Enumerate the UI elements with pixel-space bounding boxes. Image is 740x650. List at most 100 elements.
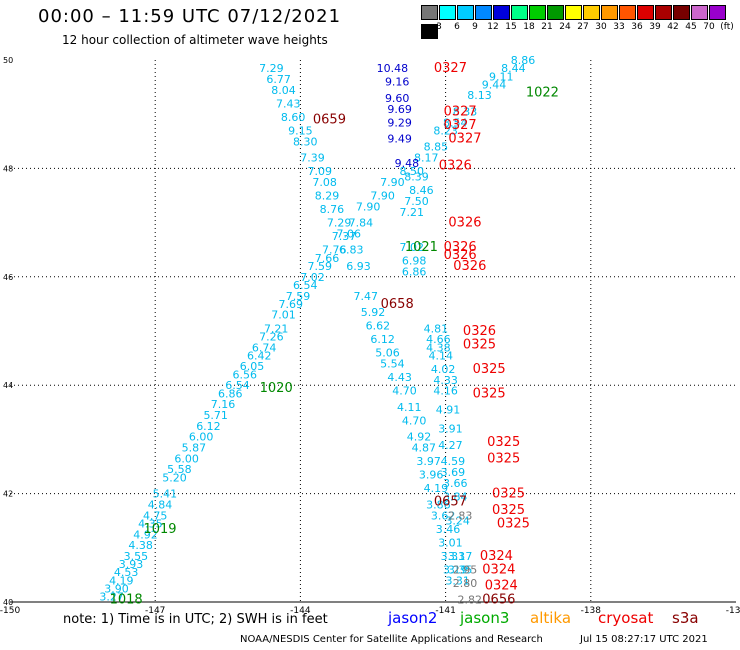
data-point-jason2-b: 3.35 [448, 563, 473, 576]
data-point-jason2: 8.54 [443, 116, 468, 129]
y-tick-label: 50 [3, 56, 13, 65]
data-point-jason2: 6.12 [196, 420, 221, 433]
color-swatch [457, 5, 474, 20]
color-swatch [421, 24, 438, 39]
color-swatch [583, 5, 600, 20]
data-point-jason2: 3.86 [426, 498, 451, 511]
data-point-cryosat: 0325 [492, 487, 525, 502]
data-point-cryosat: 0325 [487, 435, 520, 450]
data-point-jason2-b: 3.66 [443, 477, 468, 490]
color-swatch [529, 5, 546, 20]
data-point-jason2-b: 4.38 [426, 341, 451, 354]
data-point-jason2: 6.00 [174, 452, 199, 465]
data-point-jason2: 3.55 [124, 550, 149, 563]
data-point-jason2: 4.92 [133, 528, 158, 541]
data-point-jason2: 6.77 [266, 73, 291, 86]
legend-altika: altika [530, 609, 572, 627]
data-point-jason2: 3.19 [443, 563, 468, 576]
data-point-jason2: 7.84 [349, 217, 374, 230]
data-point-jason2: 3.31 [445, 574, 470, 587]
data-point-s3a: 0659 [313, 113, 346, 128]
data-point-jason2: 3.90 [104, 582, 129, 595]
color-swatch [655, 5, 672, 20]
data-point-jason2-b: 3.24 [445, 515, 470, 528]
color-swatch [493, 5, 510, 20]
color-scale-label: 15 [505, 22, 517, 32]
data-point-altika: 2.82 [458, 593, 483, 606]
data-point-jason2: 7.69 [278, 298, 303, 311]
data-point-jason2: 5.41 [153, 488, 178, 501]
color-scale-label: 30 [595, 22, 607, 32]
color-scale-label: 27 [577, 22, 589, 32]
color-scale-label: 12 [487, 22, 499, 32]
data-point-jason2-b: 4.33 [433, 374, 458, 387]
color-swatch [511, 5, 528, 20]
data-point-jason3: 9.29 [387, 116, 412, 129]
legend-jason2: jason2 [388, 609, 438, 627]
data-point-cryosat: 0327 [444, 118, 477, 133]
data-point-jason2: 7.90 [370, 190, 395, 203]
color-swatch [565, 5, 582, 20]
data-point-jason2: 7.16 [211, 398, 236, 411]
data-point-jason2: 7.43 [276, 97, 301, 110]
data-point-jason2: 6.83 [339, 244, 364, 257]
data-point-jason2: 7.26 [259, 330, 284, 343]
data-point-jason2: 4.92 [407, 431, 432, 444]
data-point-jason2-b: 3.84 [443, 490, 468, 503]
color-scale-label: 39 [649, 22, 661, 32]
data-point-jason3: 9.16 [385, 76, 410, 89]
data-point-cryosat: 0325 [487, 451, 520, 466]
data-point-jason2: 3.93 [119, 558, 144, 571]
data-point-jason2: 6.86 [218, 387, 243, 400]
color-swatch [691, 5, 708, 20]
data-point-jason2: 4.19 [109, 574, 134, 587]
data-point-jason2: 5.58 [167, 463, 192, 476]
data-point-jason2: 9.44 [482, 78, 507, 91]
page-title: 00:00 – 11:59 UTC 07/12/2021 [38, 6, 342, 27]
data-point-jason2: 8.33 [453, 105, 478, 118]
data-point-jason2: 3.97 [416, 455, 441, 468]
data-point-jason2-b: 7.21 [399, 206, 424, 219]
color-scale-label: 70 [703, 22, 715, 32]
data-point-jason2: 8.04 [271, 84, 296, 97]
data-point-cryosat: 0324 [485, 579, 518, 594]
data-point-altika: 2.95 [453, 563, 478, 576]
data-point-jason2: 7.01 [271, 309, 296, 322]
data-point-jason2: 6.62 [366, 320, 391, 333]
data-point-jason2: 7.90 [356, 200, 381, 213]
data-point-jason2: 4.43 [387, 371, 412, 384]
data-point-cryosat: 0326 [463, 324, 496, 339]
color-scale-label: 21 [541, 22, 553, 32]
color-swatch [421, 5, 438, 20]
x-tick-label: -147 [145, 606, 165, 616]
data-point-cryosat: 0324 [480, 549, 513, 564]
data-point-jason2: 8.50 [399, 165, 424, 178]
data-point-jason2: 7.29 [327, 217, 352, 230]
data-point-cryosat: 0325 [473, 386, 506, 401]
color-swatch [601, 5, 618, 20]
data-point-jason2: 7.47 [353, 290, 378, 303]
data-point-jason3: 9.48 [395, 157, 420, 170]
data-point-jason2: 3.27 [99, 591, 124, 604]
data-point-cryosat: 0325 [463, 338, 496, 353]
data-point-jason2: 4.87 [412, 442, 437, 455]
color-swatch [475, 5, 492, 20]
color-scale-label: 36 [631, 22, 643, 32]
data-point-jason2: 5.92 [361, 306, 386, 319]
data-point-jason2: 4.84 [148, 498, 173, 511]
data-point-s3a: 0657 [434, 495, 467, 510]
data-point-jason2: 4.70 [402, 414, 427, 427]
data-point-jason2: 7.66 [315, 252, 340, 265]
data-point-jason2: 5.54 [380, 358, 405, 371]
data-point-jason2: 7.29 [259, 62, 284, 75]
data-point-jason2: 9.11 [489, 70, 514, 83]
y-tick-label: 42 [3, 490, 13, 499]
data-point-jason2: 4.53 [114, 566, 139, 579]
data-point-jason2: 6.74 [252, 341, 277, 354]
color-scale-label: 42 [667, 22, 679, 32]
data-point-jason2-b: 3.69 [441, 466, 466, 479]
color-swatch [673, 5, 690, 20]
x-tick-label: -141 [435, 606, 455, 616]
data-point-jason2: 7.21 [264, 322, 289, 335]
data-point-cryosat: 0326 [444, 248, 477, 263]
